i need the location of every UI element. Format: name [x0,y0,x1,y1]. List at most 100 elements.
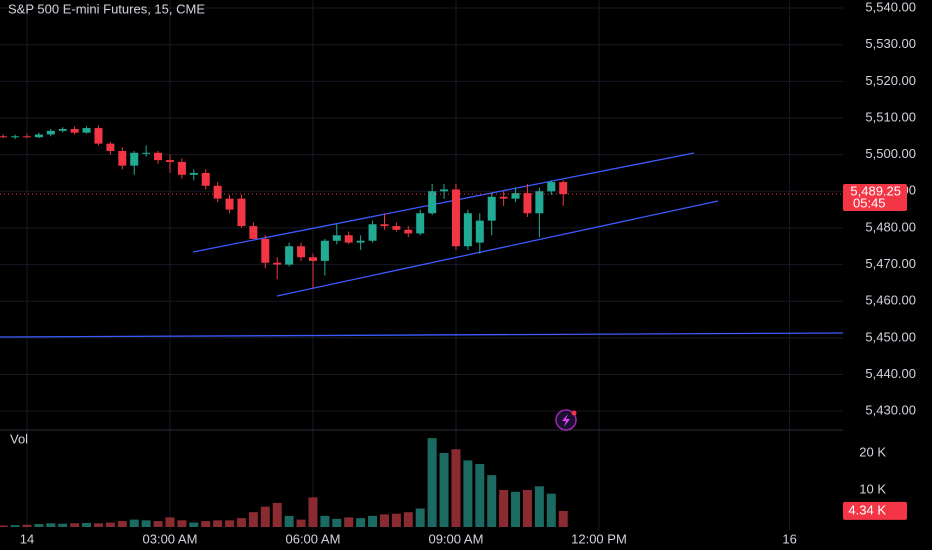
y-tick-label: 5,470.00 [865,256,916,271]
volume-bar [272,502,282,527]
candle-body [285,246,294,265]
volume-tick-label: 20 K [859,444,886,459]
x-tick-label: 03:00 AM [143,531,198,546]
volume-bar [93,523,103,527]
y-tick-label: 5,450.00 [865,329,916,344]
volume-bar [225,520,235,527]
icon-bolt [562,414,570,427]
candle-body [523,193,532,214]
last-volume-box [843,501,907,520]
candle-body [463,213,472,247]
volume-bar [236,518,246,527]
volume-bar [260,506,270,527]
volume-bar [403,512,413,527]
candle-body [332,235,341,241]
volume-bar [308,497,318,527]
y-tick-label: 5,540.00 [865,0,916,14]
last-price-box [843,184,907,212]
candle-body [94,128,103,144]
x-tick-label: 06:00 AM [285,531,340,546]
candle-body [273,262,282,265]
volume-bar [522,489,532,527]
volume-bar [105,522,115,527]
candle-body [547,182,556,192]
volume-bar [558,510,568,527]
y-tick-label: 5,430.00 [865,403,916,418]
chart-title: S&P 500 E-mini Futures, 15, CME [8,1,205,16]
volume-bar [284,515,294,527]
candle-body [46,130,55,135]
candle-body [11,136,20,138]
volume-bar [296,519,306,527]
volume-bar [534,486,544,527]
candle-body [130,152,139,166]
volume-bar [165,517,175,527]
volume-bar [511,491,521,527]
volume-tick-label: 10 K [859,481,886,496]
volume-bar [487,475,497,527]
candle-body [428,191,437,214]
y-tick-label: 5,510.00 [865,109,916,124]
volume-bar [0,525,8,527]
candle-body [165,160,174,162]
candle-body [416,213,425,234]
candle-body [0,136,8,138]
volume-bar [439,452,449,527]
volume-bar [177,520,187,527]
volume-bar [332,518,342,527]
y-tick-label: 5,460.00 [865,293,916,308]
y-tick-label: 5,530.00 [865,36,916,51]
candle-body [58,128,67,131]
y-tick-label: 5,440.00 [865,366,916,381]
volume-bar [153,521,163,527]
volume-bar [117,521,127,527]
volume-bar [201,521,211,527]
candle-body [392,226,401,230]
candle-body [106,143,115,151]
alert-icon[interactable] [555,409,577,431]
volume-bar [344,517,354,527]
volume-bar [368,515,378,527]
candle-body [82,128,91,133]
candle-body [70,128,79,133]
volume-bar [379,514,389,527]
volume-bar [70,523,80,527]
volume-bar [82,522,92,527]
icon-dot [571,410,577,416]
channel-upper-line [192,152,695,253]
candle-body [225,198,234,210]
candle-body [189,172,198,175]
candle-body [356,240,365,243]
volume-bar [248,512,258,527]
candle-body [499,196,508,199]
volume-bar [546,493,556,527]
candle-body [344,235,353,243]
volume-bar [391,513,401,527]
volume-bar [427,438,437,527]
x-tick-label: 12:00 PM [571,531,627,546]
last-volume-label: 4.34 K [848,502,886,517]
candle-body [297,246,306,258]
candle-body [368,224,377,241]
volume-bar [10,525,20,527]
candle-body [261,238,270,263]
candle-body [177,161,186,175]
candle-body [535,191,544,214]
candle-body [380,224,389,227]
candle-body [249,226,258,239]
volume-bar [213,520,223,527]
volume-bar [141,520,151,527]
candle-body [475,220,484,243]
channel-lower-line [276,200,719,297]
volume-bar [499,489,509,527]
countdown-label: 05:45 [853,195,886,210]
candle-body [237,198,246,227]
y-tick-label: 5,500.00 [865,146,916,161]
candle-body [320,240,329,261]
x-tick-label: 16 [782,531,796,546]
volume-bar [129,519,139,527]
volume-bar [451,449,461,527]
candle-body [404,229,413,234]
last-price-label: 5,489.25 [850,183,901,198]
